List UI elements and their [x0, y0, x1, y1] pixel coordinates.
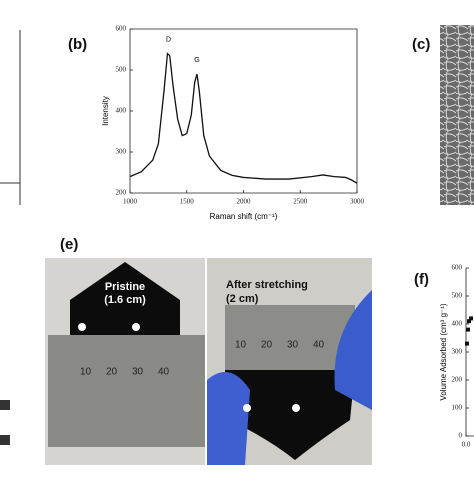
- y-tick-label: 200: [116, 189, 127, 197]
- y-tick-label: 600: [116, 25, 127, 33]
- ruler-number: 20: [261, 340, 273, 351]
- panel-label: (b): [68, 36, 87, 53]
- ruler-number: 20: [106, 367, 118, 378]
- panel-label: (c): [412, 36, 430, 53]
- y-tick-label: 400: [452, 320, 463, 328]
- x-tick-label: 1500: [180, 198, 195, 206]
- photo-caption: (1.6 cm): [104, 294, 146, 306]
- y-tick-label: 300: [116, 148, 127, 156]
- panel-label: (e): [60, 236, 78, 253]
- ruler-number: 40: [313, 340, 325, 351]
- y-tick-label: 400: [116, 107, 127, 115]
- data-point: [465, 341, 469, 346]
- data-point: [466, 327, 470, 332]
- ruler-number: 10: [80, 367, 92, 378]
- chart: 200 300 400 500 600 1000 1500 2000 2500 3000 Inten…: [68, 25, 365, 222]
- y-tick-label: 0: [459, 432, 463, 440]
- y-tick-label: 500: [452, 292, 463, 300]
- ruler-number: 30: [132, 367, 144, 378]
- x-axis-label: Raman shift (cm⁻¹): [210, 212, 278, 221]
- y-tick-label: 300: [452, 348, 463, 356]
- sem-image: [440, 25, 474, 205]
- y-tick-label: 500: [116, 66, 127, 74]
- photo-caption: After stretching: [226, 279, 308, 291]
- x-tick-label: 3000: [350, 198, 365, 206]
- spectrum-line: [129, 52, 358, 184]
- panel-d-edge: [0, 400, 10, 410]
- plot-area: [465, 316, 473, 346]
- panel-d-edge: [0, 435, 10, 445]
- x-tick-label: 1000: [123, 198, 138, 206]
- panel-a-edge: [0, 30, 21, 205]
- panel-label: (f): [414, 271, 429, 288]
- photo-stretched: [207, 258, 372, 465]
- axis-frame: [129, 28, 358, 194]
- peak-label: G: [194, 57, 199, 64]
- ruler-number: 30: [287, 340, 299, 351]
- peak-label: D: [166, 36, 171, 43]
- y-axis-label: Volume Adsorbed (cm³ g⁻¹): [439, 303, 448, 400]
- x-tick-label: 2500: [293, 198, 308, 206]
- y-tick-label: 100: [452, 404, 463, 412]
- y-axis-label: Intensity: [101, 96, 110, 126]
- data-point: [467, 319, 471, 324]
- y-tick-label: 200: [452, 376, 463, 384]
- photo-caption: Pristine: [105, 281, 145, 293]
- x-tick-label: 0.0: [462, 441, 471, 449]
- photo-pristine: [45, 258, 205, 465]
- x-tick-label: 2000: [237, 198, 252, 206]
- ruler-number: 40: [158, 367, 170, 378]
- y-tick-label: 600: [452, 264, 463, 272]
- photo-caption: (2 cm): [226, 293, 259, 305]
- ruler-number: 10: [235, 340, 247, 351]
- data-point: [469, 316, 473, 321]
- chart: 0 100 200 300 400 500 600 0.0 Volume Adsorbed (c…: [414, 264, 474, 449]
